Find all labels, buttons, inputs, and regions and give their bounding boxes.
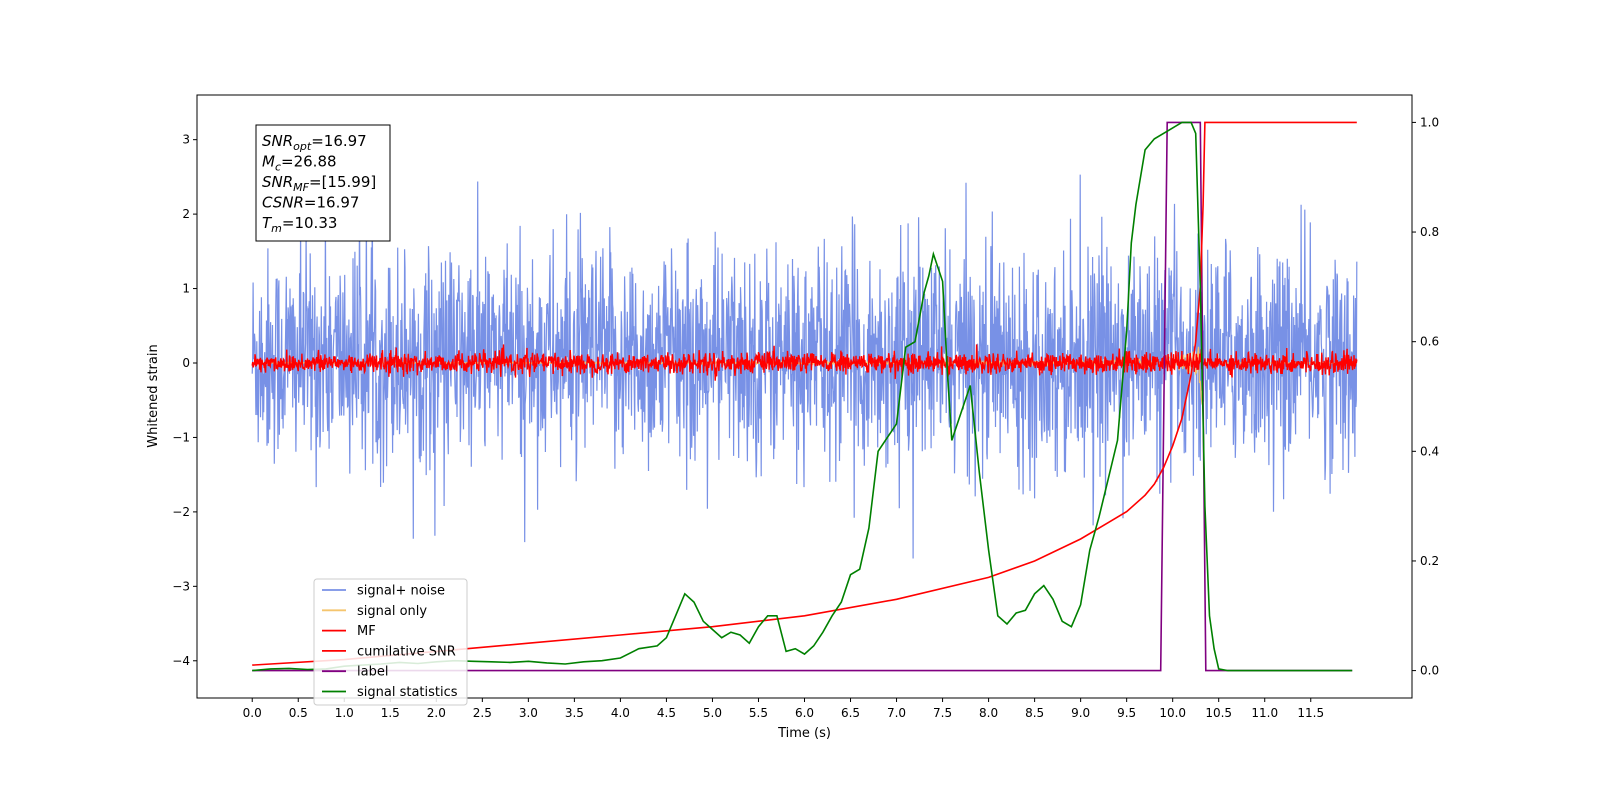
legend-label: cumilative SNR [357, 644, 456, 659]
x-tick-label: 2.5 [473, 706, 492, 720]
x-axis-label: Time (s) [777, 726, 831, 741]
y-tick-label: 1 [182, 282, 190, 296]
x-tick-label: 7.0 [887, 706, 906, 720]
y2-tick-label: 0.6 [1420, 335, 1439, 349]
x-tick-label: 10.0 [1159, 706, 1186, 720]
y2-tick-label: 0.8 [1420, 225, 1439, 239]
x-tick-label: 4.0 [611, 706, 630, 720]
x-tick-label: 8.0 [979, 706, 998, 720]
y-tick-label: −2 [172, 505, 190, 519]
y-tick-label: −4 [172, 654, 190, 668]
signal-noise-line [251, 152, 1358, 559]
x-tick-label: 4.5 [657, 706, 676, 720]
cumulative-snr-line [252, 121, 1357, 666]
legend-label: MF [357, 624, 376, 639]
x-tick-label: 3.5 [565, 706, 584, 720]
x-tick-label: 7.5 [933, 706, 952, 720]
x-tick-label: 5.0 [703, 706, 722, 720]
right-axis-series [252, 121, 1357, 672]
y-axis-label: Whitened strain [146, 344, 161, 447]
signal-statistics-line [252, 121, 1353, 672]
annotation-line: SNRopt=16.97 [262, 132, 367, 153]
x-tick-label: 0.0 [243, 706, 262, 720]
annotation-line: SNRMF=[15.99] [262, 173, 376, 194]
y2-tick-label: 0.4 [1420, 444, 1439, 458]
annotation-box: SNRopt=16.97Mc=26.88SNRMF=[15.99]CSNR=16… [255, 124, 391, 242]
x-tick-label: 11.5 [1297, 706, 1324, 720]
series-signal-noise [251, 152, 1358, 559]
y-tick-label: 2 [182, 207, 190, 221]
y2-tick-label: 0.0 [1420, 664, 1439, 678]
x-tick-label: 6.0 [795, 706, 814, 720]
annotation-line: Mc=26.88 [262, 153, 337, 174]
x-tick-label: 1.5 [381, 706, 400, 720]
y-tick-label: 3 [182, 133, 190, 147]
x-tick-label: 10.5 [1205, 706, 1232, 720]
y-tick-label: −1 [172, 430, 190, 444]
x-tick-label: 9.0 [1071, 706, 1090, 720]
x-tick-label: 11.0 [1251, 706, 1278, 720]
annotation-line: CSNR=16.97 [262, 194, 359, 212]
annotation-line: Tm=10.33 [262, 214, 337, 235]
mf-line [251, 344, 1358, 381]
x-tick-label: 1.0 [335, 706, 354, 720]
axes: 0.0 0.5 1.0 1.5 2.0 2.5 3.0 3.5 4.0 4.5 5.0 5.5 6.0 6… [172, 115, 1439, 720]
legend-label: signal+ noise [357, 584, 445, 599]
legend-label: signal statistics [357, 685, 458, 700]
y-tick-label: −3 [172, 579, 190, 593]
y-tick-label: 0 [182, 356, 190, 370]
legend-label: label [357, 665, 388, 680]
series-mf [251, 344, 1358, 381]
x-tick-label: 0.5 [289, 706, 308, 720]
x-tick-label: 6.5 [841, 706, 860, 720]
x-tick-label: 9.5 [1117, 706, 1136, 720]
x-tick-label: 3.0 [519, 706, 538, 720]
y2-tick-label: 0.2 [1420, 554, 1439, 568]
x-tick-label: 5.5 [749, 706, 768, 720]
x-tick-label: 8.5 [1025, 706, 1044, 720]
legend-label: signal only [357, 604, 427, 619]
legend: signal+ noise signal only MF cumilative SNR… [313, 578, 468, 706]
x-tick-label: 2.0 [427, 706, 446, 720]
y2-tick-label: 1.0 [1420, 115, 1439, 129]
annotation-frame [255, 124, 391, 242]
legend-frame [313, 578, 468, 706]
